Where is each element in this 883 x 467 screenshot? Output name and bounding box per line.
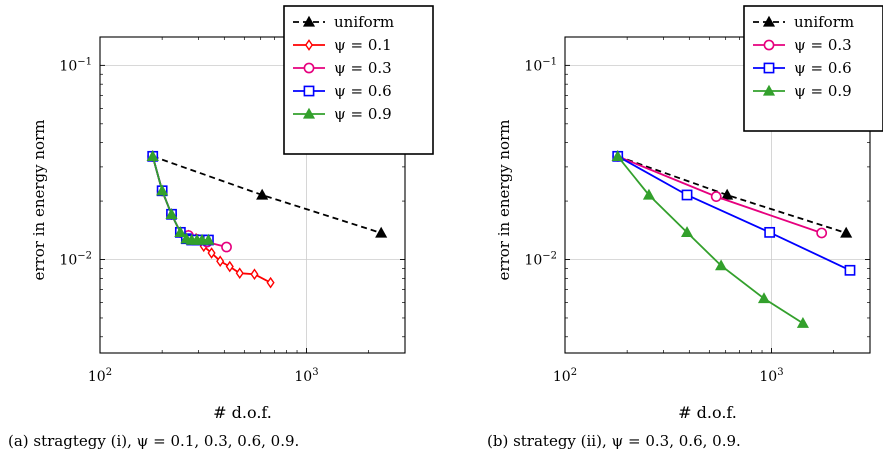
series-line bbox=[152, 155, 382, 234]
y-axis-label: error in energy norm bbox=[495, 120, 513, 281]
x-tick-label: 102 bbox=[88, 367, 112, 385]
legend-item: ψ = 0.6 bbox=[293, 82, 392, 100]
plot-frame bbox=[99, 36, 406, 354]
data-point bbox=[375, 226, 388, 238]
legend-item: ψ = 0.3 bbox=[293, 59, 392, 77]
legend-marker bbox=[304, 39, 314, 51]
caption-b: (b) strategy (ii), ψ = 0.3, 0.6, 0.9. bbox=[487, 432, 741, 450]
legend: uniform ψ = 0.3 ψ = 0.6 ψ = 0.9 bbox=[743, 5, 883, 132]
legend-marker bbox=[763, 39, 775, 51]
y-tick-label: 10−2 bbox=[59, 251, 92, 269]
legend-item: ψ = 0.6 bbox=[753, 59, 852, 77]
data-point bbox=[256, 188, 269, 200]
data-point bbox=[844, 264, 856, 276]
y-tick-label: 10−1 bbox=[524, 56, 557, 74]
series-line bbox=[617, 155, 851, 272]
plot-frame bbox=[564, 36, 871, 354]
legend-item: uniform bbox=[293, 13, 394, 31]
legend-item: ψ = 0.1 bbox=[293, 36, 392, 54]
series-line bbox=[616, 155, 804, 324]
chart-a: 102 103 10−2 10−1 # d.o.f. error in energy no… bbox=[30, 5, 434, 422]
chart-b: 102 103 10−2 10−1 # d.o.f. error in energy no… bbox=[495, 5, 883, 422]
data-point bbox=[250, 268, 259, 281]
data-point bbox=[266, 276, 275, 289]
legend-marker bbox=[302, 15, 316, 27]
legend: uniform ψ = 0.1 ψ = 0.3 ψ = 0.6 ψ = 0.9 bbox=[283, 5, 434, 155]
data-point bbox=[681, 189, 693, 201]
series-0-9 bbox=[611, 150, 809, 328]
legend-marker bbox=[303, 62, 315, 74]
legend-label: ψ = 0.9 bbox=[334, 105, 392, 123]
legend-marker bbox=[302, 107, 316, 119]
y-tick-label: 10−2 bbox=[524, 251, 557, 269]
legend-marker bbox=[762, 15, 776, 27]
legend-item: ψ = 0.3 bbox=[753, 36, 852, 54]
data-point bbox=[840, 226, 853, 238]
x-tick-label: 102 bbox=[553, 367, 577, 385]
data-point bbox=[710, 191, 722, 202]
data-point bbox=[611, 150, 624, 161]
legend-box bbox=[283, 5, 434, 155]
data-point bbox=[816, 227, 828, 239]
data-point bbox=[221, 241, 232, 253]
x-axis-label: # d.o.f. bbox=[678, 403, 737, 422]
series-0-3 bbox=[612, 150, 828, 239]
caption-a: (a) stragtegy (i), ψ = 0.1, 0.3, 0.6, 0.… bbox=[8, 432, 300, 450]
y-axis-label: error in energy norm bbox=[30, 120, 48, 281]
data-point bbox=[225, 260, 234, 273]
data-point bbox=[757, 292, 771, 304]
data-point bbox=[680, 226, 694, 238]
series-uniform bbox=[146, 150, 388, 238]
data-point bbox=[235, 267, 244, 280]
x-tick-label: 103 bbox=[294, 367, 318, 385]
data-point bbox=[146, 150, 159, 161]
legend-marker bbox=[763, 62, 775, 74]
legend-item: uniform bbox=[753, 13, 854, 31]
data-point bbox=[207, 247, 216, 259]
legend-label: ψ = 0.9 bbox=[794, 82, 852, 100]
figure: 102 103 10−2 10−1 # d.o.f. error in energy no… bbox=[30, 5, 883, 422]
data-point bbox=[216, 255, 225, 268]
legend-marker bbox=[762, 84, 776, 96]
legend-label: ψ = 0.1 bbox=[334, 36, 392, 54]
legend-marker bbox=[303, 85, 315, 97]
legend-label: uniform bbox=[334, 13, 394, 31]
legend-label: ψ = 0.3 bbox=[334, 59, 392, 77]
legend-label: ψ = 0.6 bbox=[334, 82, 392, 100]
data-point bbox=[156, 184, 169, 196]
data-point bbox=[721, 188, 734, 200]
data-point bbox=[796, 316, 809, 328]
data-point bbox=[715, 259, 728, 271]
data-point bbox=[165, 208, 178, 219]
legend-label: uniform bbox=[794, 13, 854, 31]
data-point bbox=[642, 188, 655, 200]
y-tick-label: 10−1 bbox=[59, 56, 92, 74]
series-0-9 bbox=[146, 150, 215, 245]
legend-item: ψ = 0.9 bbox=[293, 105, 392, 123]
legend-label: ψ = 0.6 bbox=[794, 59, 852, 77]
legend-item: ψ = 0.9 bbox=[753, 82, 852, 100]
data-point bbox=[174, 226, 187, 238]
x-tick-label: 103 bbox=[759, 367, 783, 385]
data-point bbox=[764, 226, 776, 238]
x-axis-label: # d.o.f. bbox=[213, 403, 272, 422]
data-point bbox=[202, 233, 215, 245]
legend-label: ψ = 0.3 bbox=[794, 36, 852, 54]
